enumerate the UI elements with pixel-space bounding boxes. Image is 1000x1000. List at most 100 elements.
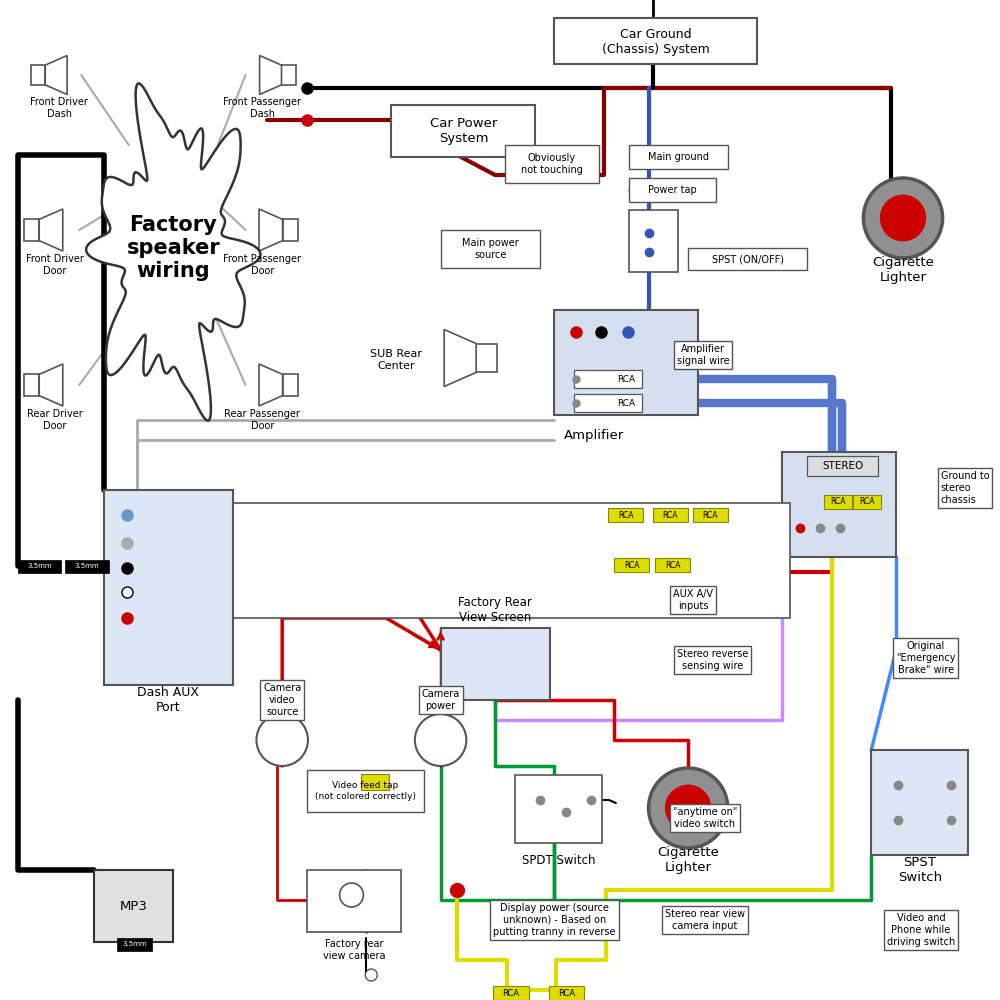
Polygon shape	[476, 344, 497, 372]
Text: Main power
source: Main power source	[462, 238, 518, 260]
Polygon shape	[31, 65, 45, 85]
Text: Rear Passenger
Door: Rear Passenger Door	[224, 409, 300, 431]
Polygon shape	[281, 65, 296, 85]
FancyBboxPatch shape	[807, 456, 878, 476]
Polygon shape	[283, 374, 298, 396]
FancyBboxPatch shape	[782, 452, 896, 557]
FancyBboxPatch shape	[574, 370, 642, 388]
Circle shape	[881, 196, 925, 240]
FancyBboxPatch shape	[688, 248, 807, 270]
FancyBboxPatch shape	[515, 775, 602, 843]
FancyBboxPatch shape	[629, 210, 678, 272]
FancyBboxPatch shape	[505, 145, 599, 183]
FancyBboxPatch shape	[549, 986, 584, 1000]
FancyBboxPatch shape	[655, 558, 690, 572]
Text: AUX A/V
inputs: AUX A/V inputs	[673, 589, 713, 611]
FancyBboxPatch shape	[104, 490, 233, 685]
Text: Ground to
stereo
chassis: Ground to stereo chassis	[941, 471, 989, 505]
Polygon shape	[259, 364, 283, 406]
Text: Car Ground
(Chassis) System: Car Ground (Chassis) System	[602, 28, 709, 56]
Text: SPDT Switch: SPDT Switch	[522, 854, 595, 866]
Text: Front Driver
Dash: Front Driver Dash	[30, 97, 88, 119]
Polygon shape	[39, 209, 63, 251]
Polygon shape	[86, 83, 260, 421]
FancyBboxPatch shape	[307, 770, 424, 812]
Circle shape	[415, 714, 466, 766]
Circle shape	[649, 768, 728, 848]
Polygon shape	[45, 55, 67, 95]
Circle shape	[666, 786, 710, 830]
Text: "anytime on"
video switch: "anytime on" video switch	[673, 807, 737, 829]
Text: Car Power
System: Car Power System	[430, 117, 497, 145]
Text: RCA: RCA	[663, 510, 678, 520]
Text: RCA: RCA	[702, 510, 718, 520]
FancyBboxPatch shape	[441, 230, 540, 268]
Text: SUB Rear
Center: SUB Rear Center	[370, 349, 422, 371]
Text: Camera
video
source: Camera video source	[263, 683, 301, 717]
Text: RCA: RCA	[860, 497, 875, 506]
FancyBboxPatch shape	[653, 508, 688, 522]
Text: Video and
Phone while
driving switch: Video and Phone while driving switch	[887, 913, 955, 947]
FancyBboxPatch shape	[629, 145, 728, 169]
Text: 3.5mm: 3.5mm	[75, 563, 99, 569]
Circle shape	[256, 714, 308, 766]
FancyBboxPatch shape	[65, 560, 109, 573]
Text: Cigarette
Lighter: Cigarette Lighter	[872, 256, 934, 284]
FancyBboxPatch shape	[117, 938, 152, 951]
Text: Stereo rear view
camera input: Stereo rear view camera input	[665, 909, 745, 931]
FancyBboxPatch shape	[824, 495, 852, 509]
Circle shape	[340, 883, 363, 907]
Text: Dash AUX
Port: Dash AUX Port	[137, 686, 199, 714]
Text: Main ground: Main ground	[648, 152, 709, 162]
FancyBboxPatch shape	[608, 508, 643, 522]
Text: 3.5mm: 3.5mm	[27, 563, 52, 569]
Text: Stereo reverse
sensing wire: Stereo reverse sensing wire	[677, 649, 749, 671]
Text: Factory Rear
View Screen: Factory Rear View Screen	[458, 596, 532, 624]
Polygon shape	[39, 364, 63, 406]
Text: 3.5mm: 3.5mm	[122, 941, 147, 947]
Text: RCA: RCA	[624, 560, 639, 570]
Text: Obviously
not touching: Obviously not touching	[521, 153, 582, 175]
Text: STEREO: STEREO	[822, 461, 863, 471]
Circle shape	[365, 969, 377, 981]
FancyBboxPatch shape	[574, 394, 642, 412]
Text: Cigarette
Lighter: Cigarette Lighter	[657, 846, 719, 874]
Text: Front Driver
Door: Front Driver Door	[26, 254, 83, 276]
Text: RCA: RCA	[617, 398, 635, 408]
Polygon shape	[444, 330, 476, 386]
Text: MP3: MP3	[120, 900, 148, 912]
FancyBboxPatch shape	[554, 310, 698, 415]
FancyBboxPatch shape	[853, 495, 881, 509]
Text: Front Passenger
Dash: Front Passenger Dash	[223, 97, 301, 119]
Text: RCA: RCA	[666, 560, 681, 570]
Text: Rear Driver
Door: Rear Driver Door	[27, 409, 82, 431]
Text: RCA: RCA	[618, 510, 634, 520]
Text: SPST
Switch: SPST Switch	[898, 856, 942, 884]
Polygon shape	[259, 209, 283, 251]
FancyBboxPatch shape	[137, 503, 790, 618]
FancyBboxPatch shape	[871, 750, 968, 855]
Polygon shape	[24, 374, 39, 396]
Text: Front Passenger
Door: Front Passenger Door	[223, 254, 301, 276]
FancyBboxPatch shape	[441, 628, 550, 700]
Text: SPST (ON/OFF): SPST (ON/OFF)	[712, 254, 784, 264]
FancyBboxPatch shape	[361, 774, 389, 790]
FancyBboxPatch shape	[18, 560, 61, 573]
Text: RCA: RCA	[502, 988, 519, 998]
Text: RCA: RCA	[558, 988, 575, 998]
Text: RCA: RCA	[830, 497, 845, 506]
Text: Factory rear
view camera: Factory rear view camera	[323, 939, 386, 961]
Text: RCA: RCA	[617, 374, 635, 383]
Text: Camera
power: Camera power	[421, 689, 460, 711]
FancyBboxPatch shape	[629, 178, 716, 202]
Circle shape	[863, 178, 943, 258]
FancyBboxPatch shape	[614, 558, 649, 572]
Polygon shape	[24, 219, 39, 241]
Text: Power tap: Power tap	[648, 185, 697, 195]
FancyBboxPatch shape	[693, 508, 728, 522]
FancyBboxPatch shape	[493, 986, 529, 1000]
Text: Display power (source
unknown) - Based on
putting tranny in reverse: Display power (source unknown) - Based o…	[493, 903, 616, 937]
FancyBboxPatch shape	[307, 870, 401, 932]
FancyBboxPatch shape	[391, 105, 535, 157]
FancyBboxPatch shape	[94, 870, 173, 942]
